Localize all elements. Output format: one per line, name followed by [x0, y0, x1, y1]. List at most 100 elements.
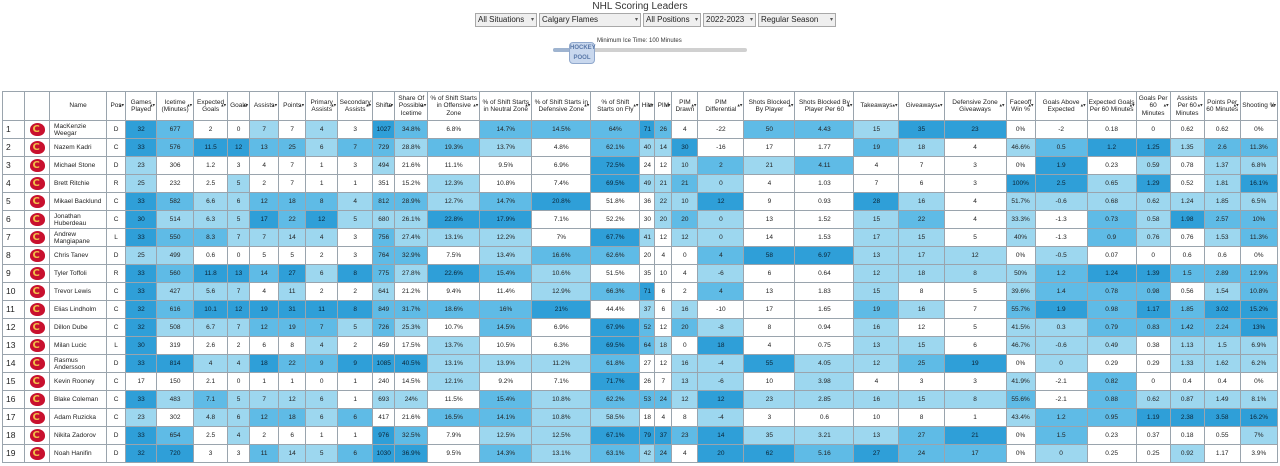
sort-icon[interactable]: ▴▾: [221, 102, 227, 109]
sort-icon[interactable]: ▴▾: [272, 102, 278, 109]
team-select[interactable]: Calgary Flames ▾: [539, 13, 641, 27]
sort-icon[interactable]: ▴▾: [187, 102, 193, 109]
table-row[interactable]: 6Jonathan HuberdeauC305146.3517221256802…: [1, 210, 1279, 229]
sort-icon[interactable]: ▴▾: [243, 102, 249, 109]
table-row[interactable]: 19Noah HanifinD3272033111456103036.9%9.5…: [1, 444, 1279, 463]
sort-icon[interactable]: ▴▾: [892, 102, 898, 109]
sort-icon[interactable]: ▴▾: [1129, 102, 1135, 109]
sort-icon[interactable]: ▴▾: [691, 102, 697, 109]
column-header-goals-per-60-minutes[interactable]: Goals Per 60 Minutes ▴▾: [1135, 91, 1171, 121]
table-row[interactable]: 1MacKenzie WeegarD32677207743102734.8%6.…: [1, 120, 1279, 139]
column-header-assists[interactable]: Assists ▴▾: [249, 91, 280, 121]
sort-icon[interactable]: ▴▾: [1028, 102, 1034, 109]
column-header-assists-per-60-minutes[interactable]: Assists Per 60 Minutes ▴▾: [1169, 91, 1205, 121]
table-row[interactable]: 10Trevor LewisC334275.674112264121.2%9.4…: [1, 282, 1279, 301]
sort-icon[interactable]: ▴▾: [299, 102, 305, 109]
column-header-pct-of-shift-starts-in-offensive-zone[interactable]: % of Shift Starts in Offensive Zone ▴▾: [427, 91, 481, 121]
table-row[interactable]: 7Andrew MangiapaneL335508.377144375627.4…: [1, 228, 1279, 247]
column-header-defensive-zone-giveaways[interactable]: Defensive Zone Giveaways ▴▾: [943, 91, 1007, 121]
slider-track[interactable]: [553, 48, 747, 52]
column-header-primary-assists[interactable]: Primary Assists ▴▾: [305, 91, 339, 121]
column-header-games-played[interactable]: Games Played ▴▾: [125, 91, 158, 121]
column-header-expected-goals-per-60-minutes[interactable]: Expected Goals Per 60 Minutes ▴▾: [1086, 91, 1137, 121]
table-row[interactable]: 14Rasmus AnderssonD3381444182299108540.5…: [1, 354, 1279, 373]
sort-icon[interactable]: ▴▾: [633, 102, 639, 109]
sort-icon[interactable]: ▴▾: [366, 102, 372, 109]
cell-pos: C: [106, 210, 127, 229]
table-row[interactable]: 17Adam RuzickaC233024.8612186641721.6%16…: [1, 408, 1279, 427]
sort-icon[interactable]: ▴▾: [388, 102, 394, 109]
team-logo-cell: [24, 372, 51, 391]
column-header-share-of-possible-icetime[interactable]: Share Of Possible Icetime ▴▾: [394, 91, 429, 121]
slider-handle[interactable]: HOCKEY POOL: [569, 42, 596, 64]
ice-time-slider[interactable]: Minimum Ice Time: 100 Minutes HOCKEY POO…: [553, 38, 749, 64]
cell-shots-blocked-by-player-per-60: 0.75: [794, 336, 855, 355]
table-row[interactable]: 4Brett RitchieR252322.55271135115.2%12.3…: [1, 174, 1279, 193]
column-header-label: % of Shift Starts in Defensive Zone: [534, 98, 589, 114]
column-header-shooting-pct[interactable]: Shooting % ▴▾: [1239, 91, 1279, 121]
column-header-hits[interactable]: Hits ▴▾: [639, 91, 656, 121]
position-select[interactable]: All Positions ▾: [643, 13, 701, 27]
sort-icon[interactable]: ▴▾: [788, 102, 794, 109]
sort-icon[interactable]: ▴▾: [1080, 102, 1086, 109]
column-header-goals-above-expected[interactable]: Goals Above Expected ▴▾: [1034, 91, 1088, 121]
column-header-pim-differential[interactable]: PIM Differential ▴▾: [697, 91, 745, 121]
season-select[interactable]: 2022-2023 ▾: [703, 13, 756, 27]
cell-goals: 4: [227, 354, 251, 373]
column-header-giveaways[interactable]: Giveaways ▴▾: [898, 91, 945, 121]
table-row[interactable]: 8Chris TanevD254990.60552376432.9%7.5%13…: [1, 246, 1279, 265]
sort-icon[interactable]: ▴▾: [421, 102, 427, 109]
table-row[interactable]: 9Tyler ToffoliR3356011.81314276877527.8%…: [1, 264, 1279, 283]
column-header-pim[interactable]: PIM ▴▾: [654, 91, 673, 121]
column-header-goals[interactable]: Goals ▴▾: [227, 91, 251, 121]
table-row[interactable]: 11Elias LindholmC3261610.112193111884931…: [1, 300, 1279, 319]
cell-pct-of-shift-starts-in-defensive-zone: 14.5%: [531, 120, 592, 139]
sort-icon[interactable]: ▴▾: [1197, 102, 1203, 109]
column-header-points-per-60-minutes[interactable]: Points Per 60 Minutes ▴▾: [1203, 91, 1241, 121]
sort-icon[interactable]: ▴▾: [473, 102, 479, 109]
cell-faceoff-win-pct: 41.9%: [1005, 372, 1036, 391]
sort-icon[interactable]: ▴▾: [999, 102, 1005, 109]
sort-icon[interactable]: ▴▾: [648, 102, 654, 109]
column-header-pct-of-shift-starts-in-neutral-zone[interactable]: % of Shift Starts in Neutral Zone ▴▾: [479, 91, 533, 121]
column-header-icetime-minutes[interactable]: Icetime (Minutes) ▴▾: [156, 91, 195, 121]
sort-icon[interactable]: ▴▾: [737, 102, 743, 109]
column-header-takeaways[interactable]: Takeaways ▴▾: [853, 91, 900, 121]
table-row[interactable]: 18Nikita ZadorovD336542.54261197632.5%7.…: [1, 426, 1279, 445]
sort-icon[interactable]: ▴▾: [937, 102, 943, 109]
season-type-select[interactable]: Regular Season ▾: [758, 13, 836, 27]
situation-select[interactable]: All Situations ▾: [475, 13, 537, 27]
table-row[interactable]: 15Kevin RooneyC171502.10110124014.5%12.1…: [1, 372, 1279, 391]
column-header-name[interactable]: Name: [49, 91, 108, 121]
cell-shifts: 494: [372, 156, 396, 175]
table-row[interactable]: 3Michael StoneD233061.23471349421.6%11.1…: [1, 156, 1279, 175]
column-header-pos[interactable]: Pos ▴▾: [106, 91, 127, 121]
column-header-expected-goals[interactable]: Expected Goals ▴▾: [193, 91, 229, 121]
column-header-pct-of-shift-starts-on-fly[interactable]: % of Shift Starts on Fly ▴▾: [590, 91, 641, 121]
column-header-faceoff-win-pct[interactable]: Faceoff Win % ▴▾: [1005, 91, 1036, 121]
sort-icon[interactable]: ▴▾: [584, 102, 590, 109]
table-row[interactable]: 12Dillon DubeC325086.7712197572625.3%10.…: [1, 318, 1279, 337]
sort-icon[interactable]: ▴▾: [150, 102, 156, 109]
sort-icon[interactable]: ▴▾: [525, 102, 531, 109]
column-header-shots-blocked-by-player[interactable]: Shots Blocked By Player ▴▾: [743, 91, 796, 121]
column-header-shifts[interactable]: Shifts ▴▾: [372, 91, 396, 121]
sort-icon[interactable]: ▴▾: [331, 102, 337, 109]
sort-icon[interactable]: ▴▾: [1233, 102, 1239, 109]
sort-icon[interactable]: ▴▾: [119, 102, 125, 109]
sort-icon[interactable]: ▴▾: [1163, 102, 1169, 109]
sort-icon[interactable]: ▴▾: [1270, 102, 1276, 109]
cell-pim: 4: [654, 246, 673, 265]
table-row[interactable]: 16Blake ColemanC334837.157126169324%11.5…: [1, 390, 1279, 409]
column-header-shots-blocked-by-player-per-60[interactable]: Shots Blocked By Player Per 60 ▴▾: [794, 91, 855, 121]
column-header-secondary-assists[interactable]: Secondary Assists ▴▾: [337, 91, 374, 121]
cell-points: 12: [278, 390, 307, 409]
column-header-points[interactable]: Points ▴▾: [278, 91, 307, 121]
column-header-pct-of-shift-starts-in-defensive-zone[interactable]: % of Shift Starts in Defensive Zone ▴▾: [531, 91, 592, 121]
table-row[interactable]: 5Mikael BacklundC335826.6612188481228.9%…: [1, 192, 1279, 211]
sort-icon[interactable]: ▴▾: [665, 102, 671, 109]
sort-icon[interactable]: ▴▾: [847, 102, 853, 109]
table-row[interactable]: 2Nazem KadriC3357611.51213256772928.8%19…: [1, 138, 1279, 157]
table-row[interactable]: 13Milan LucicL303192.62684245917.5%13.7%…: [1, 336, 1279, 355]
column-header-pim-drawn[interactable]: PIM Drawn ▴▾: [671, 91, 699, 121]
